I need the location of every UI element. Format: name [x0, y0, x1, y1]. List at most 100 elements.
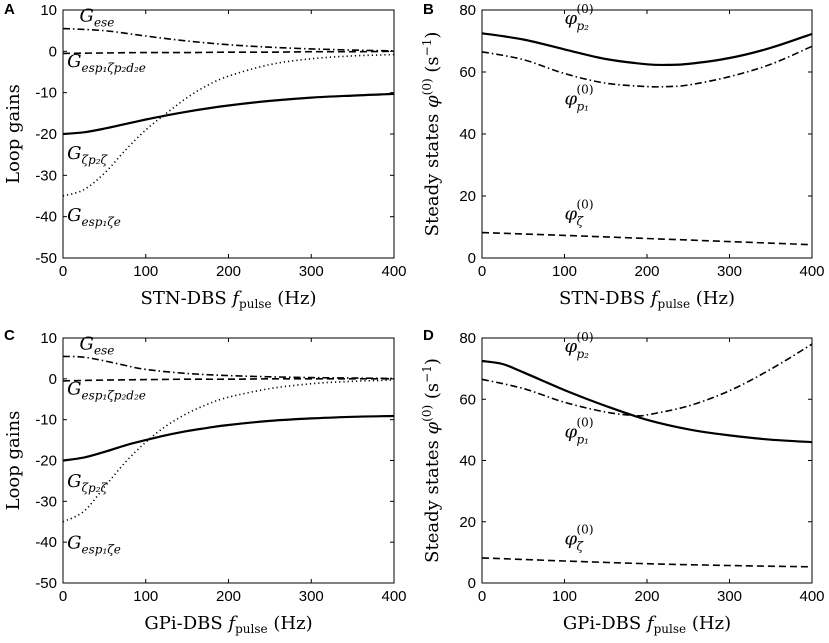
- x-tick-label: 100: [133, 588, 158, 605]
- panel-b: 0 100 200 300 400 0 20 40 60 80 B STN-DBS fpulse (H…: [420, 1, 825, 311]
- series-label-sup: (0): [577, 523, 594, 537]
- series-line-dashed: [481, 231, 813, 246]
- y-tick-label: -10: [35, 412, 57, 429]
- panel-letter: A: [4, 1, 15, 18]
- x-axis-label-sub: pulse: [654, 622, 687, 636]
- y-axis-label: Loop gains: [3, 411, 24, 511]
- y-axis-label-sup: (0): [420, 78, 434, 95]
- series-label: φζ (0): [565, 523, 594, 554]
- series-label-sub: ζ: [577, 214, 585, 228]
- y-axis-label-unit: (s: [422, 383, 443, 405]
- series-label: Gζp₂ζ: [67, 471, 108, 495]
- series-label-sub: esp₁ζp₂d₂e: [82, 388, 146, 402]
- y-tick-label: 0: [49, 43, 57, 60]
- y-tick-label: -40: [35, 209, 57, 226]
- x-axis-label-main: GPi-DBS: [563, 613, 647, 634]
- series-label-sub: ese: [94, 343, 114, 357]
- y-axis-label-unit-sup: −1: [420, 365, 434, 383]
- series-label-sup: (0): [577, 416, 594, 430]
- series-label: Gesp₁ζp₂d₂e: [67, 51, 146, 75]
- y-axis-label-unit-sup: −1: [420, 39, 434, 57]
- x-tick-label: 100: [133, 263, 158, 280]
- x-tick-label: 200: [634, 588, 659, 605]
- series-label-main: G: [67, 51, 81, 72]
- y-tick-label: 80: [459, 330, 476, 347]
- x-tick-label: 0: [478, 263, 486, 280]
- x-axis-label: STN-DBS fpulse (Hz): [140, 288, 316, 311]
- series-label: Gese: [80, 333, 115, 357]
- y-tick-label: -50: [35, 575, 57, 592]
- y-tick-label: -30: [35, 493, 57, 510]
- x-axis-label-unit: (Hz): [690, 288, 735, 309]
- panel-letter: D: [423, 327, 434, 344]
- y-tick-label: 10: [40, 330, 57, 347]
- x-axis-label-sub: pulse: [239, 297, 272, 311]
- series-line-dashdot: [62, 27, 395, 52]
- series-label-main: φ: [565, 8, 578, 29]
- series-line-dashed: [481, 557, 813, 568]
- series-label-main: G: [80, 333, 94, 354]
- x-tick-label: 400: [799, 263, 824, 280]
- x-tick-label: 300: [299, 588, 324, 605]
- series-label-main: G: [67, 471, 81, 492]
- x-tick-label: 300: [717, 263, 742, 280]
- series-line-solid: [481, 32, 813, 67]
- x-axis-label-main: GPi-DBS: [144, 613, 228, 634]
- x-tick-label: 300: [299, 263, 324, 280]
- x-axis-label: GPi-DBS fpulse (Hz): [563, 613, 731, 636]
- y-axis-label: Steady states φ(0) (s−1): [420, 358, 443, 563]
- series-line-dashed: [62, 377, 394, 382]
- series-line-dashdot: [62, 355, 395, 380]
- series-label: Gese: [80, 6, 115, 30]
- series-label-sub: p₂: [577, 347, 590, 361]
- y-axis-label-phi: φ: [422, 421, 443, 434]
- y-tick-label: -20: [35, 126, 57, 143]
- series-label: φζ (0): [565, 197, 594, 228]
- series-label-sub: esp₁ζe: [82, 215, 121, 229]
- series-label-main: φ: [565, 89, 578, 110]
- y-tick-label: 20: [459, 514, 476, 531]
- series-label-main: G: [67, 378, 81, 399]
- x-tick-label: 400: [381, 263, 406, 280]
- y-tick-label: -10: [35, 85, 57, 102]
- plot-frame: [481, 9, 813, 259]
- y-axis-label-unit-close: ): [422, 358, 443, 365]
- y-axis-label: Steady states φ(0) (s−1): [420, 32, 443, 237]
- y-tick-label: 0: [49, 371, 57, 388]
- series-label-main: φ: [565, 529, 578, 550]
- y-tick-label: 20: [459, 188, 476, 205]
- x-axis-label-unit: (Hz): [268, 613, 313, 634]
- series-label-sup: (0): [577, 83, 594, 97]
- series-label-main: φ: [565, 203, 578, 224]
- series-label-main: G: [67, 143, 81, 164]
- series-label-sup: (0): [577, 2, 594, 16]
- panel-d: 0 100 200 300 400 0 20 40 60 80 D GPi-DBS fpulse (H…: [420, 327, 825, 636]
- x-tick-label: 100: [552, 263, 577, 280]
- y-axis-label-sup: (0): [420, 405, 434, 422]
- y-tick-label: 0: [468, 575, 476, 592]
- series-line-solid: [62, 92, 395, 136]
- x-tick-label: 0: [478, 588, 486, 605]
- y-tick-label: 40: [459, 126, 476, 143]
- series-label: Gesp₁ζe: [67, 205, 121, 229]
- series-label-sub: ese: [94, 16, 114, 30]
- y-axis-label-main: Steady states: [422, 108, 443, 236]
- y-tick-label: 10: [40, 2, 57, 19]
- x-tick-label: 400: [799, 588, 824, 605]
- series-label-sub: ζp₂ζ: [82, 481, 109, 495]
- series-label-sub: p₁: [577, 100, 590, 114]
- x-tick-label: 300: [717, 588, 742, 605]
- series-label: φp₂ (0): [565, 2, 594, 33]
- x-tick-label: 100: [552, 588, 577, 605]
- y-tick-label: -40: [35, 534, 57, 551]
- series-line-dotted: [62, 379, 395, 523]
- x-axis-label-unit: (Hz): [686, 613, 731, 634]
- x-tick-label: 400: [381, 588, 406, 605]
- y-axis-label-main: Steady states: [422, 434, 443, 562]
- series-label-main: G: [80, 6, 94, 27]
- x-axis-label-main: STN-DBS: [140, 288, 232, 309]
- panel-c: 0 100 200 300 400 -50 -40 -30 -20 -10 0 10 C GPi-DBS …: [3, 327, 407, 636]
- series-line-dotted: [62, 53, 395, 197]
- series-label-sub: p₂: [577, 19, 590, 33]
- series-line-solid: [62, 414, 395, 462]
